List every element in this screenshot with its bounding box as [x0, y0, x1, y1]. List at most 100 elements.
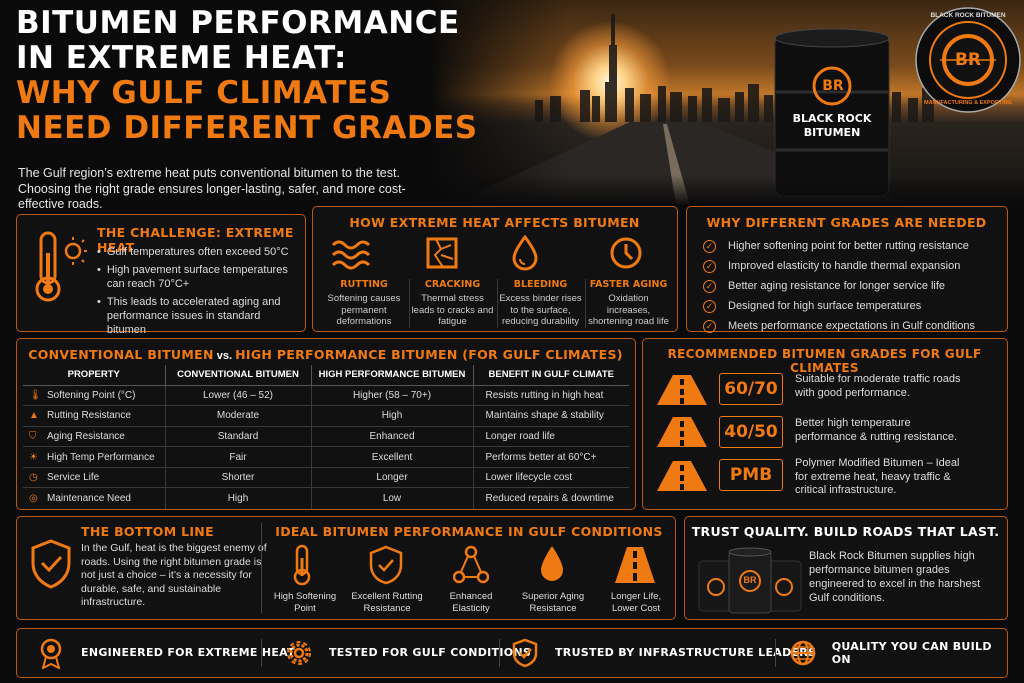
why-heading: WHY DIFFERENT GRADES ARE NEEDED — [706, 215, 987, 230]
road-icon — [657, 417, 707, 447]
gear-icon — [287, 640, 311, 665]
grade-60-70: 60/70 — [719, 373, 783, 405]
barrel-brand-line1: BLACK ROCK — [792, 112, 872, 125]
footer-item: TRUSTED BY INFRASTRUCTURE LEADERS — [511, 629, 816, 676]
divider — [499, 639, 500, 667]
grade-desc: Suitable for moderate traffic roads with… — [795, 373, 961, 399]
conventional-cell: Fair — [165, 446, 312, 468]
bottom-line-text: In the Gulf, heat is the biggest enemy o… — [81, 542, 267, 608]
shield-check-icon — [31, 539, 71, 589]
benefit-cell: Longer road life — [473, 426, 629, 448]
road-icon — [657, 461, 707, 491]
globe-icon — [790, 640, 816, 665]
conventional-cell: High — [165, 487, 312, 509]
why-item: ✓ Meets performance expectations in Gulf … — [703, 316, 1003, 336]
comparison-heading-a: CONVENTIONAL BITUMEN — [28, 347, 214, 362]
shield-check-icon — [369, 545, 403, 585]
high-cell: Excellent — [311, 446, 474, 468]
coins-icon: ◎ — [29, 493, 38, 505]
property-text: Aging Resistance — [47, 430, 125, 442]
property-cell: ◷ Service Life — [23, 467, 166, 489]
effects-card: HOW EXTREME HEAT AFFECTS BITUMEN RUTTING… — [312, 206, 678, 332]
why-item-text: Meets performance expectations in Gulf c… — [728, 320, 976, 332]
footer-bar: ENGINEERED FOR EXTREME HEAT TESTED FOR G… — [16, 628, 1008, 678]
table-row: 🌡 Softening Point (°C) Lower (46 – 52) Hi… — [23, 385, 629, 407]
grade-desc: Better high temperature performance & ru… — [795, 417, 958, 443]
seal-bottom-text: MANUFACTURING & EXPORTING — [924, 100, 1012, 106]
why-item: ✓ Higher softening point for better rutti… — [703, 236, 1003, 256]
seal-top-text: BLACK ROCK BITUMEN — [930, 12, 1006, 19]
trust-text: Black Rock Bitumen supplies high perform… — [809, 550, 981, 604]
ideal-label: Superior Aging Resistance — [521, 591, 585, 614]
effect-bleeding: BLEEDING Excess binder rises to the surfa… — [497, 279, 583, 328]
high-cell: Higher (58 – 70+) — [311, 385, 474, 407]
trust-barrel-logo: BR — [743, 575, 757, 585]
bottom-line-heading: THE BOTTOM LINE — [81, 524, 214, 539]
effect-label: FASTER AGING — [589, 279, 668, 290]
comparison-table: PROPERTY CONVENTIONAL BITUMEN HIGH PERFO… — [23, 365, 629, 509]
bottom-ideal-card: THE BOTTOM LINE In the Gulf, heat is the… — [16, 516, 676, 620]
grade-desc: Polymer Modified Bitumen – Ideal for ext… — [795, 457, 960, 496]
property-cell: ▲ Rutting Resistance — [23, 405, 166, 427]
effects-row: RUTTING Softening causes permanent deform… — [321, 279, 671, 328]
why-item: ✓ Improved elasticity to handle thermal e… — [703, 256, 1003, 276]
medal-icon — [40, 638, 62, 669]
table-row: ◷ Service Life Shorter Longer Lower lifec… — [23, 467, 629, 489]
table-row: ⛉ Aging Resistance Standard Enhanced Long… — [23, 426, 629, 448]
challenge-card: THE CHALLENGE: EXTREME HEAT • Gulf temper… — [16, 214, 306, 336]
property-text: Rutting Resistance — [47, 410, 131, 422]
thermometer-sun-icon — [35, 231, 87, 302]
grade-pmb: PMB — [719, 459, 783, 491]
table-row: ◎ Maintenance Need High Low Reduced repai… — [23, 487, 629, 509]
comparison-heading-b: HIGH PERFORMANCE BITUMEN (FOR GULF CLIMA… — [235, 347, 623, 362]
effect-faster-aging: FASTER AGING Oxidation increases, shorten… — [585, 279, 671, 328]
footer-label: ENGINEERED FOR EXTREME HEAT — [81, 646, 295, 659]
check-icon: ✓ — [703, 299, 716, 313]
divider — [261, 639, 262, 667]
column-header-benefit: BENEFIT IN GULF CLIMATE — [473, 365, 629, 386]
seal-logo: BR — [954, 50, 982, 70]
title-line1: BITUMEN PERFORMANCE — [16, 5, 460, 41]
waves-icon — [331, 240, 371, 270]
column-header-conventional: CONVENTIONAL BITUMEN — [165, 365, 312, 386]
conventional-cell: Lower (46 – 52) — [165, 385, 312, 407]
comparison-card: CONVENTIONAL BITUMEN vs. HIGH PERFORMANC… — [16, 338, 636, 510]
benefit-cell: Maintains shape & stability — [473, 405, 629, 427]
road-warning-icon: ▲ — [29, 410, 39, 422]
challenge-item: • Gulf temperatures often exceed 50°C — [97, 246, 289, 258]
road-icon — [657, 375, 707, 405]
why-item: ✓ Better aging resistance for longer serv… — [703, 276, 1003, 296]
challenge-heading: THE CHALLENGE: EXTREME HEAT — [97, 225, 294, 255]
why-item: ✓ Designed for high surface temperatures — [703, 296, 1003, 316]
check-icon: ✓ — [703, 279, 716, 293]
trust-heading: TRUST QUALITY. BUILD ROADS THAT LAST. — [691, 524, 1000, 539]
shield-check-icon — [512, 638, 538, 667]
challenge-item: • High pavement surface temperatures can … — [97, 263, 297, 291]
thermometer-icon — [293, 544, 311, 586]
footer-item: QUALITY YOU CAN BUILD ON — [789, 629, 1007, 676]
property-cell: ⛉ Aging Resistance — [23, 426, 166, 448]
divider — [261, 523, 262, 613]
effect-desc: Excess binder rises to the surface, redu… — [499, 293, 582, 327]
benefit-cell: Reduced repairs & downtime — [485, 493, 614, 505]
title-line2: IN EXTREME HEAT: — [16, 40, 347, 76]
grades-heading: RECOMMENDED BITUMEN GRADES FOR GULF CLIM… — [667, 347, 982, 375]
table-row: ☀ High Temp Performance Fair Excellent Pe… — [23, 446, 629, 468]
why-item-text: Improved elasticity to handle thermal ex… — [728, 260, 961, 272]
comparison-heading-vs: vs. — [213, 350, 236, 362]
drop-icon — [512, 235, 538, 271]
brand-seal — [915, 7, 1021, 113]
property-cell: 🌡 Softening Point (°C) — [23, 385, 166, 407]
table-header-row: PROPERTY CONVENTIONAL BITUMEN HIGH PERFO… — [23, 365, 629, 386]
barrels-image — [698, 547, 802, 614]
shield-icon: ⛉ — [29, 430, 37, 442]
property-text: Maintenance Need — [47, 493, 131, 505]
why-list: ✓ Higher softening point for better rutti… — [703, 236, 1003, 336]
property-cell: ☀ High Temp Performance — [23, 446, 166, 468]
intro-text: The Gulf region’s extreme heat puts conv… — [18, 166, 406, 211]
hero-fade-bottom — [430, 175, 1024, 205]
trust-card: TRUST QUALITY. BUILD ROADS THAT LAST. BR… — [684, 516, 1008, 620]
effect-desc: Thermal stress leads to cracks and fatig… — [411, 293, 494, 327]
check-icon: ✓ — [703, 239, 716, 253]
clock-icon — [610, 237, 642, 269]
